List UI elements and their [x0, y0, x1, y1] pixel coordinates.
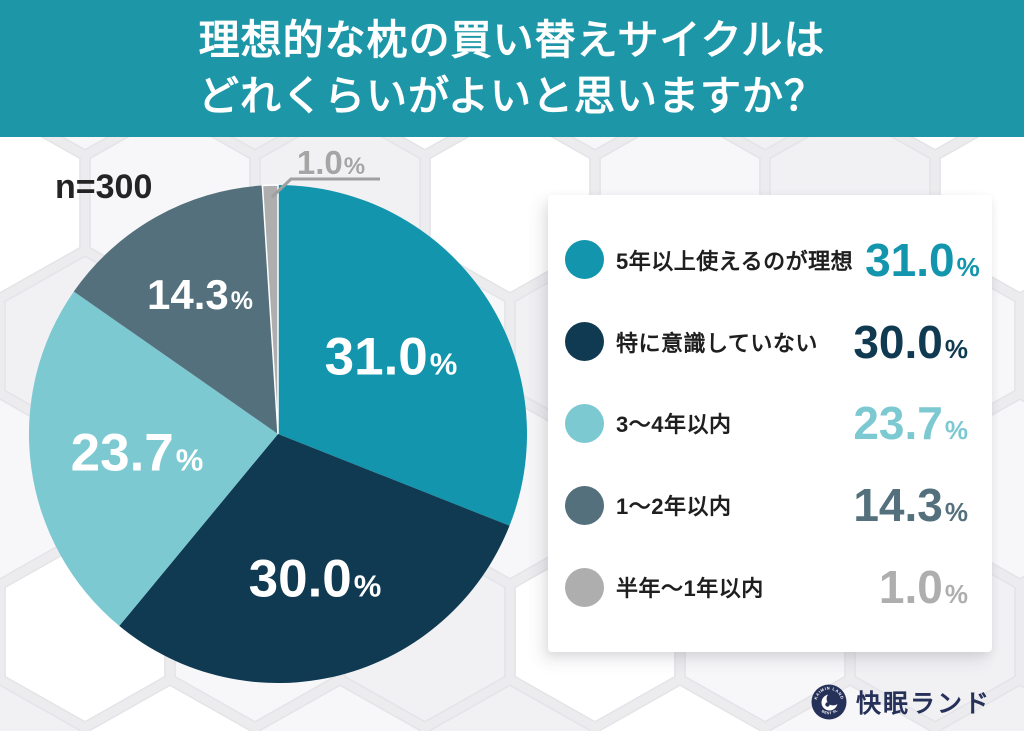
legend-item-percent-sign: % — [944, 333, 968, 364]
sample-size-label: n=300 — [55, 168, 153, 206]
legend-item-percent-sign: % — [944, 579, 968, 610]
brand-name: 快眠ランド — [855, 690, 991, 718]
callout-number: 1.0 — [296, 144, 343, 181]
pie-slice-3 — [73, 185, 278, 434]
legend-item-label: 半年〜1年以内 — [616, 576, 764, 602]
pie-slice-4 — [261, 184, 279, 435]
legend-item-value: 30.0 % — [853, 315, 968, 369]
legend-item-number: 30.0 — [853, 315, 943, 368]
legend-item-label: 1〜2年以内 — [616, 494, 732, 520]
pie-slices — [28, 184, 528, 684]
legend-color-dot — [565, 403, 604, 443]
page-title-line2: どれくらいがよいと思いますか？ — [198, 72, 826, 119]
legend-item-value: 14.3 % — [853, 478, 968, 532]
pie-slice-2 — [28, 291, 278, 626]
legend-item: 半年〜1年以内 1.0 % — [548, 560, 992, 614]
legend-item-number: 31.0 — [865, 233, 955, 286]
legend-item: 3〜4年以内 23.7 % — [548, 396, 992, 450]
legend-item: 5年以上使えるのが理想 31.0 % — [548, 233, 992, 287]
legend-item: 1〜2年以内 14.3 % — [548, 478, 992, 532]
kaimin-land-logo-badge: KAIMIN LAND FOR BEST SLEEP — [811, 684, 847, 720]
legend-item-percent-sign: % — [956, 251, 980, 282]
pie-slice-0 — [278, 185, 528, 526]
legend-item-value: 1.0 % — [879, 560, 968, 614]
legend-color-dot — [565, 240, 604, 280]
legend-color-dot — [565, 485, 604, 525]
legend-item-value: 23.7 % — [853, 396, 968, 450]
legend-item-percent-sign: % — [944, 497, 968, 528]
legend-item-label: 5年以上使えるのが理想 — [616, 248, 854, 274]
moon-icon — [821, 692, 840, 711]
legend-item-number: 23.7 — [853, 397, 943, 450]
callout-leader-line — [270, 177, 380, 199]
legend-item-number: 1.0 — [878, 561, 943, 614]
legend-item-number: 14.3 — [853, 479, 943, 532]
callout-percent-sign: % — [343, 153, 366, 180]
legend-item-label: 特に意識していない — [616, 330, 818, 356]
page-title-line1: 理想的な枕の買い替えサイクルは — [198, 17, 826, 64]
callout-value-label: 1.0 % — [297, 144, 365, 182]
pie-slice-1 — [119, 434, 510, 684]
legend-item-label: 3〜4年以内 — [616, 412, 732, 438]
legend-item-percent-sign: % — [944, 415, 968, 446]
legend-color-dot — [565, 322, 604, 362]
legend-item-value: 31.0 % — [865, 233, 980, 287]
brand-footer: KAIMIN LAND FOR BEST SLEEP 快眠ランド — [810, 683, 991, 721]
legend-item: 特に意識していない 30.0 % — [548, 315, 992, 369]
legend-color-dot — [565, 567, 604, 607]
legend-panel: 5年以上使えるのが理想 31.0 % 特に意識していない 30.0 % 3〜4年… — [548, 195, 992, 652]
title-banner: 理想的な枕の買い替えサイクルは どれくらいがよいと思いますか？ — [0, 0, 1024, 137]
